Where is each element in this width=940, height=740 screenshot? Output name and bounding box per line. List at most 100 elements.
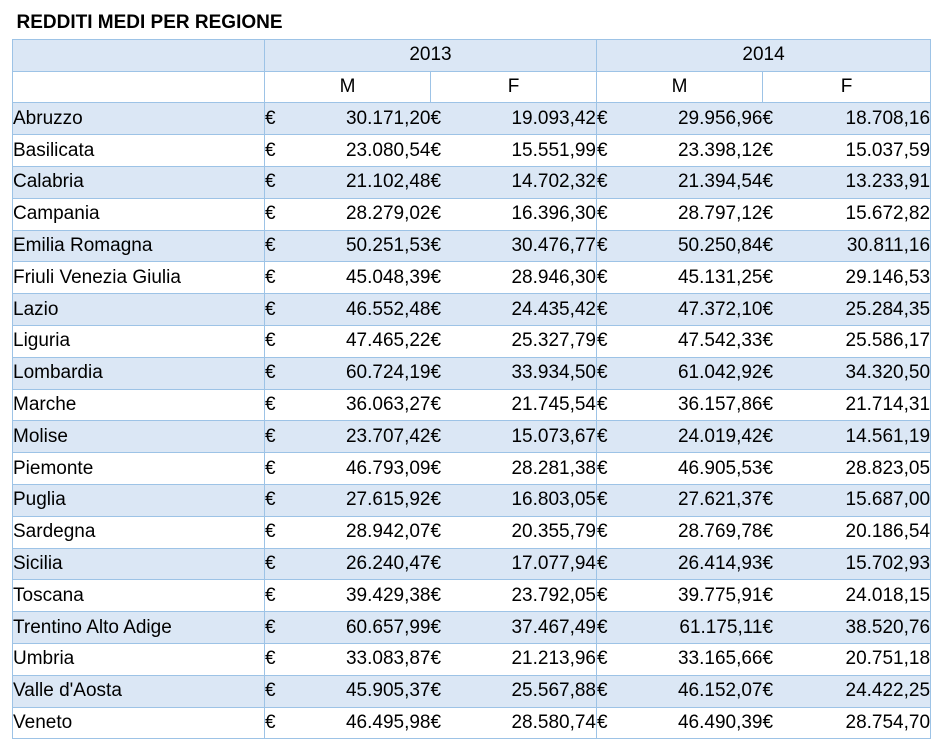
value-cell: 46.552,48 <box>302 293 431 326</box>
currency-symbol: € <box>430 611 469 644</box>
value-cell: 46.152,07 <box>634 674 763 708</box>
table-row: Marche €36.063,27 €21.745,54 €36.157,86 €21.… <box>12 388 932 422</box>
table-row: Emilia Romagna €50.251,53 €30.476,77 €50.25… <box>12 229 932 263</box>
currency-symbol: € <box>264 642 303 676</box>
region-cell: Sardegna <box>12 515 265 549</box>
region-cell: Liguria <box>12 324 265 358</box>
currency-symbol: € <box>430 420 469 454</box>
currency-symbol: € <box>596 547 635 581</box>
value-cell: 29.956,96 <box>634 102 763 136</box>
value-cell: 21.394,54 <box>634 165 763 199</box>
value-cell: 33.165,66 <box>634 642 763 676</box>
region-cell: Lazio <box>12 293 265 326</box>
value-cell: 21.213,96 <box>468 642 597 676</box>
currency-symbol: € <box>430 134 469 167</box>
value-cell: 50.251,53 <box>302 229 431 263</box>
region-cell: Valle d'Aosta <box>12 674 265 708</box>
value-cell: 16.803,05 <box>468 483 597 517</box>
year-header-blank <box>12 38 265 72</box>
table-body: REDDITI MEDI PER REGIONE 2013 2014 M F M… <box>12 8 932 740</box>
currency-symbol: € <box>762 324 801 358</box>
currency-symbol: € <box>596 579 635 613</box>
value-cell: 28.754,70 <box>800 706 932 740</box>
currency-symbol: € <box>264 420 303 454</box>
currency-symbol: € <box>264 229 303 263</box>
currency-symbol: € <box>762 547 801 581</box>
value-cell: 20.186,54 <box>800 515 932 549</box>
region-cell: Umbria <box>12 642 265 676</box>
currency-symbol: € <box>264 452 303 485</box>
value-cell: 28.279,02 <box>302 197 431 231</box>
value-cell: 25.586,17 <box>800 324 932 358</box>
value-cell: 30.171,20 <box>302 102 431 136</box>
income-table: REDDITI MEDI PER REGIONE 2013 2014 M F M… <box>12 8 932 740</box>
value-cell: 60.724,19 <box>302 356 431 390</box>
region-cell: Molise <box>12 420 265 454</box>
value-cell: 23.792,05 <box>468 579 597 613</box>
value-cell: 46.905,53 <box>634 452 763 485</box>
sex-header-2013-f: F <box>430 70 597 104</box>
table-row: Molise €23.707,42 €15.073,67 €24.019,42 €14.… <box>12 420 932 454</box>
currency-symbol: € <box>430 483 469 517</box>
value-cell: 24.422,25 <box>800 674 932 708</box>
table-row: Valle d'Aosta €45.905,37 €25.567,88 €46.152… <box>12 674 932 708</box>
year-header-2013: 2013 <box>264 38 597 72</box>
currency-symbol: € <box>264 197 303 231</box>
currency-symbol: € <box>596 261 635 295</box>
currency-symbol: € <box>762 452 801 485</box>
currency-symbol: € <box>596 483 635 517</box>
value-cell: 36.063,27 <box>302 388 431 422</box>
table-row: Toscana €39.429,38 €23.792,05 €39.775,91 €24… <box>12 579 932 613</box>
year-header-2014: 2014 <box>595 38 932 72</box>
value-cell: 14.561,19 <box>800 420 932 454</box>
table-row: Umbria €33.083,87 €21.213,96 €33.165,66 €20.… <box>12 642 932 676</box>
currency-symbol: € <box>264 515 303 549</box>
value-cell: 39.775,91 <box>634 579 763 613</box>
currency-symbol: € <box>264 293 303 326</box>
region-cell: Calabria <box>12 165 265 199</box>
value-cell: 26.240,47 <box>302 547 431 581</box>
value-cell: 39.429,38 <box>302 579 431 613</box>
value-cell: 23.398,12 <box>634 134 763 167</box>
currency-symbol: € <box>430 229 469 263</box>
sex-header-2014-f: F <box>761 70 932 104</box>
value-cell: 15.037,59 <box>800 134 932 167</box>
currency-symbol: € <box>596 356 635 390</box>
value-cell: 21.102,48 <box>302 165 431 199</box>
table-row: Lazio €46.552,48 €24.435,42 €47.372,10 €25.2… <box>12 293 932 326</box>
value-cell: 47.542,33 <box>634 324 763 358</box>
value-cell: 23.080,54 <box>302 134 431 167</box>
currency-symbol: € <box>430 102 469 136</box>
currency-symbol: € <box>762 483 801 517</box>
value-cell: 28.797,12 <box>634 197 763 231</box>
sex-header-2014-m: M <box>596 70 763 104</box>
table-row: Basilicata €23.080,54 €15.551,99 €23.398,12… <box>12 134 932 167</box>
currency-symbol: € <box>430 642 469 676</box>
currency-symbol: € <box>430 674 469 708</box>
currency-symbol: € <box>430 324 469 358</box>
value-cell: 50.250,84 <box>634 229 763 263</box>
currency-symbol: € <box>762 102 801 136</box>
sex-header-blank <box>12 70 265 104</box>
currency-symbol: € <box>762 420 801 454</box>
value-cell: 36.157,86 <box>634 388 763 422</box>
currency-symbol: € <box>264 483 303 517</box>
table-row: Puglia €27.615,92 €16.803,05 €27.621,37 €15.… <box>12 483 932 517</box>
region-cell: Marche <box>12 388 265 422</box>
value-cell: 28.580,74 <box>468 706 597 740</box>
value-cell: 61.042,92 <box>634 356 763 390</box>
currency-symbol: € <box>430 515 469 549</box>
value-cell: 33.083,87 <box>302 642 431 676</box>
title-row: REDDITI MEDI PER REGIONE <box>12 8 931 40</box>
value-cell: 15.702,93 <box>800 547 932 581</box>
currency-symbol: € <box>430 547 469 581</box>
currency-symbol: € <box>762 165 801 199</box>
value-cell: 46.793,09 <box>302 452 431 485</box>
table-row: Campania €28.279,02 €16.396,30 €28.797,12 €1… <box>12 197 932 231</box>
table-row: Piemonte €46.793,09 €28.281,38 €46.905,53 €2… <box>12 452 932 485</box>
currency-symbol: € <box>430 165 469 199</box>
currency-symbol: € <box>430 356 469 390</box>
currency-symbol: € <box>596 229 635 263</box>
value-cell: 27.615,92 <box>302 483 431 517</box>
table-row: Veneto €46.495,98 €28.580,74 €46.490,39 €28.… <box>12 706 932 740</box>
